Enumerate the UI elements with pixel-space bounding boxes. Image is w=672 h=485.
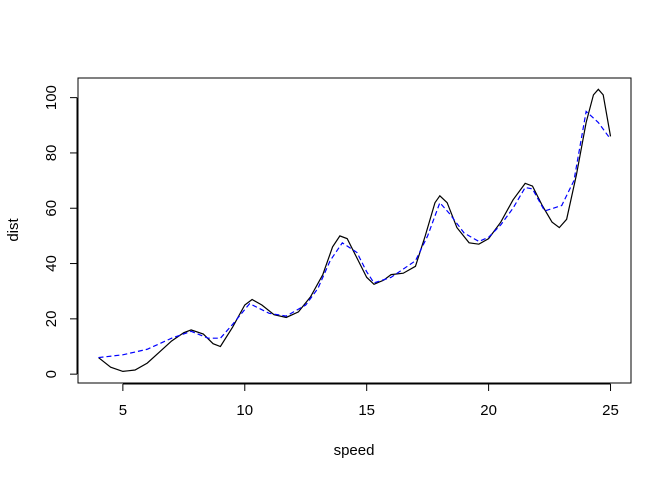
y-tick-label: 100 xyxy=(43,85,60,110)
y-tick-label: 60 xyxy=(43,200,60,217)
x-axis-label: speed xyxy=(334,442,375,459)
y-axis-label: dist xyxy=(5,217,22,241)
y-tick-label: 40 xyxy=(43,255,60,272)
y-tick-label: 20 xyxy=(43,311,60,328)
series-line xyxy=(98,88,612,372)
x-tick-label: 10 xyxy=(236,402,253,419)
x-tick-label: 15 xyxy=(358,402,375,419)
x-tick-label: 20 xyxy=(480,402,497,419)
x-tick-label: 25 xyxy=(602,402,619,419)
plot-box xyxy=(77,77,632,384)
y-tick-label: 0 xyxy=(43,370,60,378)
y-tick-label: 80 xyxy=(43,145,60,162)
series-line xyxy=(98,110,612,359)
x-tick-label: 5 xyxy=(119,402,127,419)
